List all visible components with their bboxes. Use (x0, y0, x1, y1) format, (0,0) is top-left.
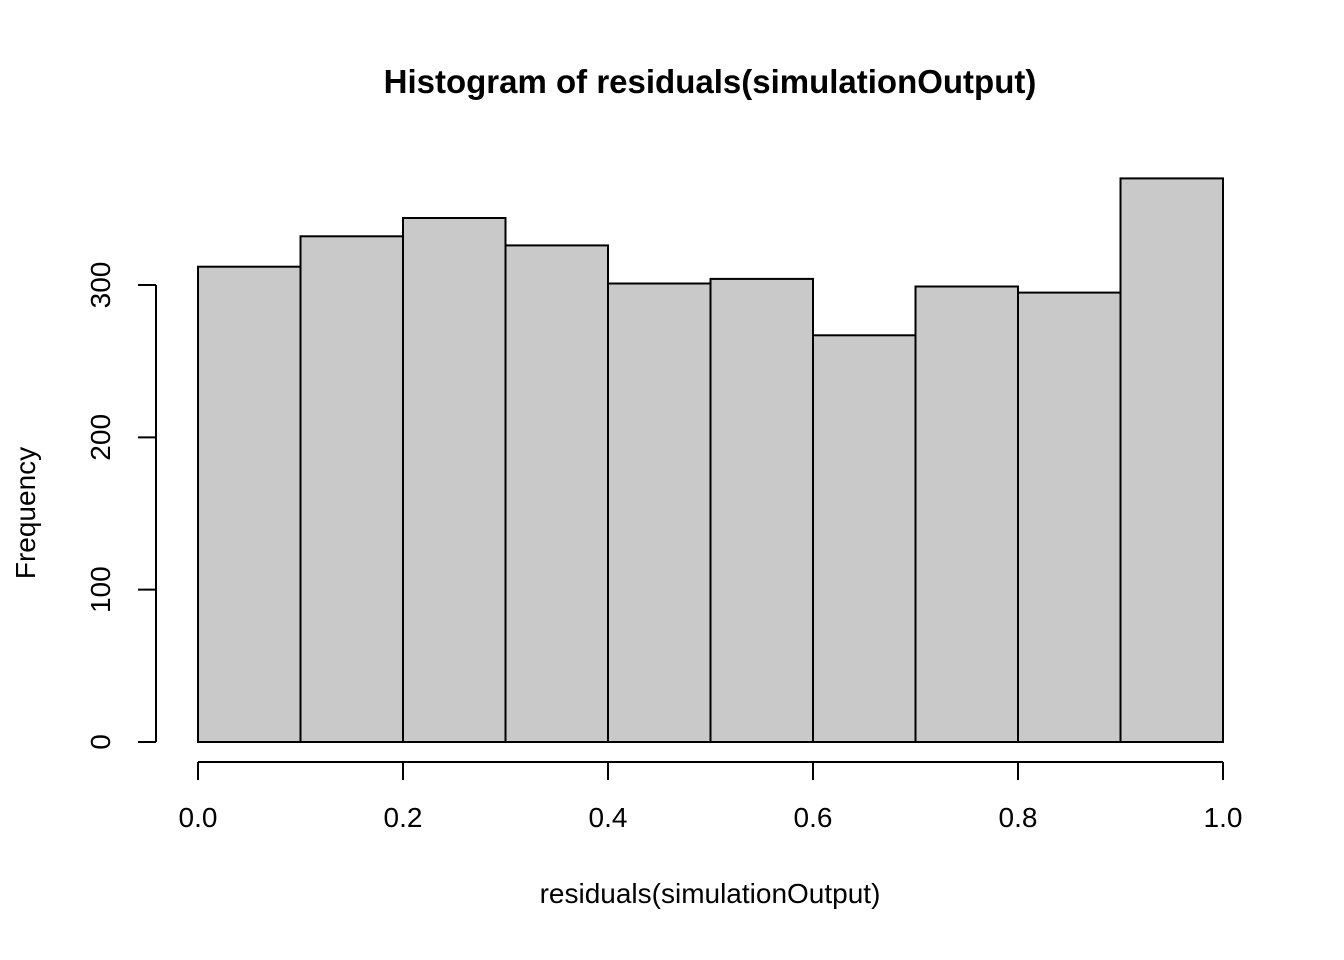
histogram-bar (1119, 177, 1224, 743)
histogram-bar (1017, 291, 1122, 743)
histogram-bar (607, 282, 712, 743)
x-tick-label: 0.2 (384, 802, 423, 833)
y-tick-label: 0 (85, 734, 116, 750)
histogram-bar (402, 217, 507, 743)
x-tick-label: 0.0 (179, 802, 218, 833)
y-tick-label: 200 (85, 414, 116, 461)
bars-layer (197, 177, 1224, 744)
y-axis-label: Frequency (10, 447, 41, 579)
chart-title: Histogram of residuals(simulationOutput) (384, 63, 1037, 100)
histogram-bar (197, 265, 302, 743)
ticks-layer: 0.0 0.2 0.4 0.6 0.8 1.0 0 100 200 300 (85, 262, 1242, 833)
x-tick-label: 0.8 (999, 802, 1038, 833)
histogram-bar (709, 277, 814, 743)
y-tick-label: 300 (85, 262, 116, 309)
histogram-bar (299, 235, 404, 744)
y-tick-label: 100 (85, 566, 116, 613)
x-tick-label: 1.0 (1204, 802, 1243, 833)
histogram-bar (812, 334, 917, 743)
x-tick-label: 0.6 (794, 802, 833, 833)
histogram-bar (914, 285, 1019, 743)
x-axis-label: residuals(simulationOutput) (540, 878, 881, 909)
histogram-bar (504, 244, 609, 743)
x-tick-label: 0.4 (589, 802, 628, 833)
